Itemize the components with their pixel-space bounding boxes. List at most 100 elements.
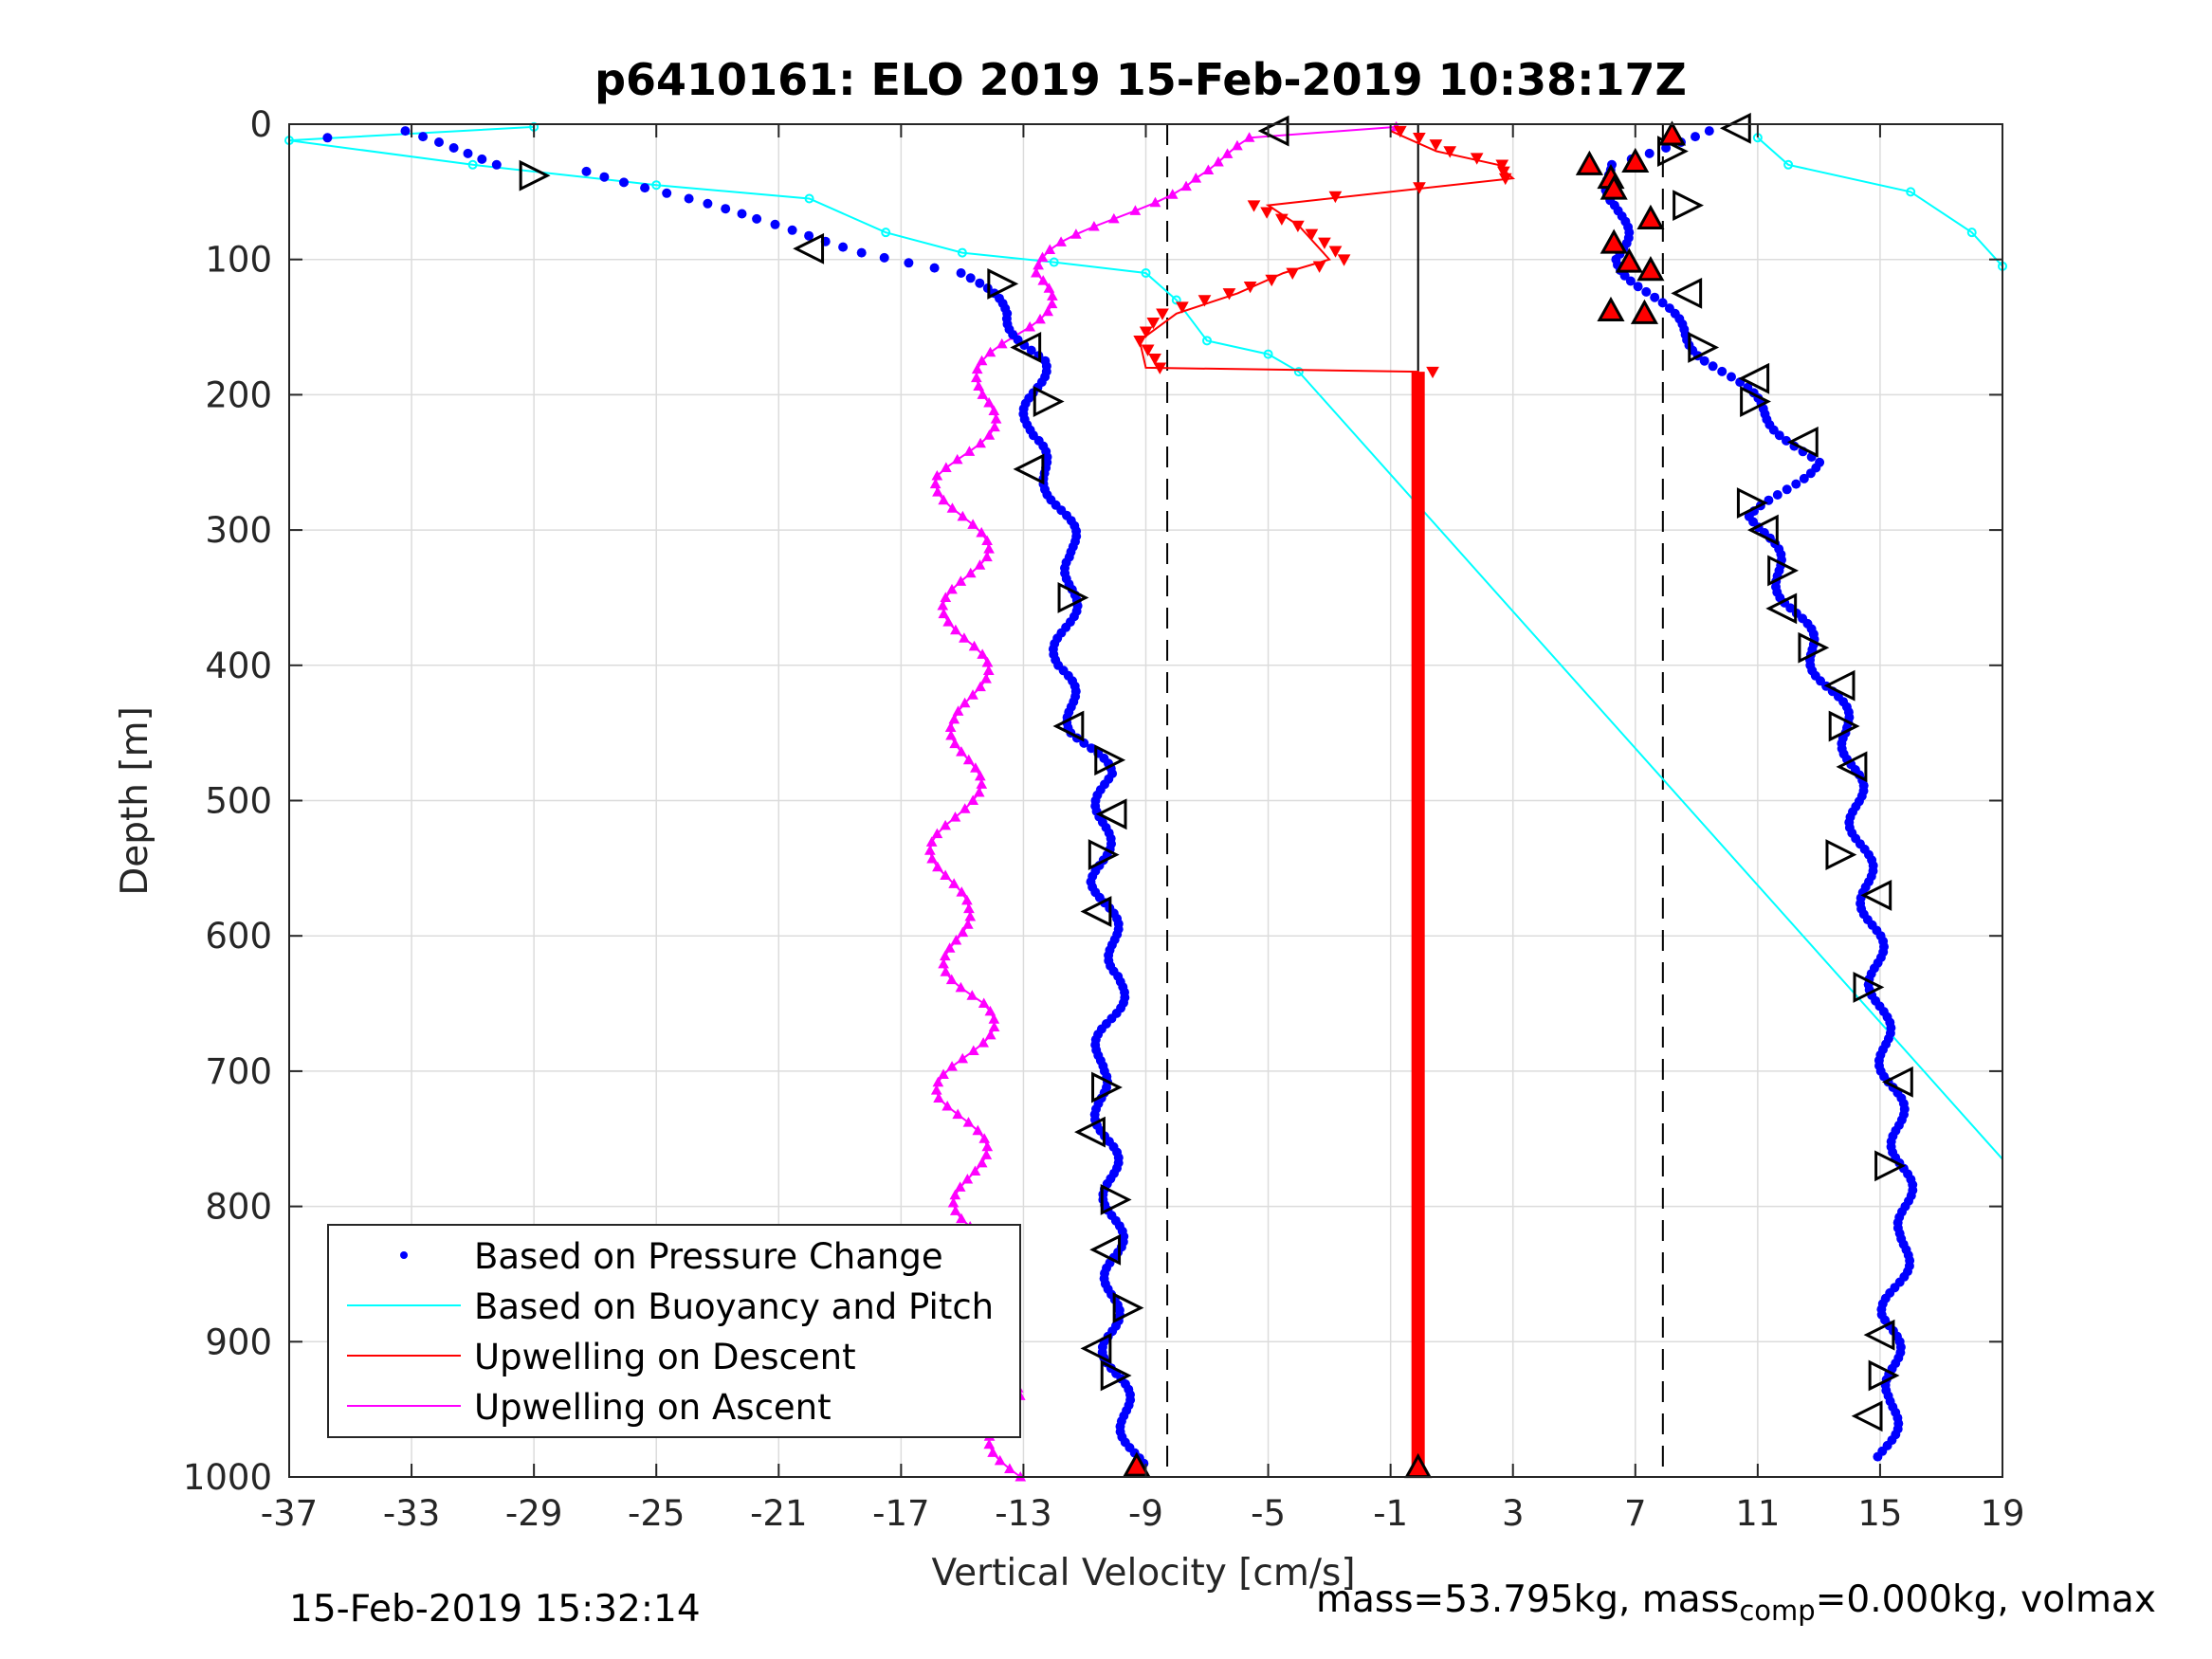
pressure-point	[965, 273, 976, 283]
upwelling-ascent-marker	[981, 1140, 994, 1152]
pressure-point	[1805, 468, 1816, 479]
upwelling-ascent-marker	[983, 543, 995, 554]
pitch-indicator-marker	[1786, 426, 1819, 458]
pitch-indicator-marker	[1080, 1333, 1112, 1364]
pitch-indicator-marker	[1074, 1116, 1106, 1148]
pitch-indicator-marker	[1798, 631, 1830, 664]
pressure-point	[929, 263, 940, 273]
upwelling-ascent-marker	[1037, 275, 1050, 285]
upwelling-descent-marker	[1318, 237, 1331, 249]
upwelling-ascent-marker	[940, 592, 952, 602]
upwelling-descent-marker	[1133, 336, 1146, 348]
upwelling-ascent-marker	[981, 656, 994, 667]
upwelling-ascent-marker	[945, 974, 958, 985]
upwelling-ascent-marker	[1166, 189, 1179, 199]
pressure-point	[1791, 479, 1801, 489]
upwelling-ascent-marker	[959, 803, 971, 813]
pitch-indicator-marker	[1052, 710, 1085, 742]
upwelling-ascent-marker	[1221, 148, 1234, 158]
pitch-indicator-marker	[1851, 1400, 1883, 1432]
pressure-point	[1774, 430, 1784, 441]
upwelling-ascent-marker	[940, 819, 951, 830]
legend-label-upwelling-descent: Upwelling on Descent	[474, 1337, 856, 1377]
pressure-point	[640, 183, 650, 193]
upwelling-descent-line	[1138, 130, 1516, 1477]
buoyancy-point	[804, 193, 814, 204]
surface-event-marker	[1636, 256, 1665, 282]
pressure-point	[477, 154, 487, 164]
upwelling-ascent-marker	[949, 738, 961, 749]
buoyancy-point	[651, 180, 662, 191]
pressure-point	[856, 247, 867, 258]
upwelling-ascent-marker	[996, 337, 1008, 349]
pitch-indicator-marker	[1688, 332, 1720, 363]
upwelling-ascent-marker	[1034, 313, 1046, 324]
upwelling-ascent-marker	[977, 389, 989, 399]
upwelling-ascent-marker	[925, 836, 938, 847]
upwelling-ascent-marker	[931, 469, 943, 481]
pressure-point	[662, 188, 672, 198]
pitch-indicator-marker	[1853, 971, 1885, 1003]
pitch-indicator-marker	[1100, 1184, 1132, 1215]
upwelling-descent-marker	[1265, 274, 1279, 287]
surface-event-marker	[1630, 299, 1659, 324]
upwelling-ascent-marker	[1202, 164, 1215, 175]
buoyancy-point	[1966, 228, 1977, 238]
upwelling-descent-marker	[1393, 125, 1407, 138]
upwelling-ascent-marker	[1129, 205, 1142, 215]
upwelling-descent-marker	[1443, 146, 1457, 158]
pressure-point	[1691, 132, 1700, 142]
upwelling-ascent-marker	[957, 510, 969, 521]
upwelling-ascent-marker	[994, 1454, 1006, 1466]
upwelling-ascent-marker	[943, 942, 956, 953]
y-tick-label: 400	[205, 646, 272, 686]
x-tick-label: 7	[1624, 1493, 1647, 1534]
upwelling-descent-marker	[1305, 228, 1319, 241]
upwelling-ascent-marker	[949, 1205, 961, 1215]
pitch-indicator-marker	[1112, 1292, 1144, 1324]
upwelling-ascent-marker	[974, 559, 986, 570]
upwelling-ascent-marker	[946, 1061, 958, 1071]
upwelling-ascent-marker	[938, 957, 949, 969]
pitch-indicator-marker	[1095, 798, 1127, 830]
x-tick-label: -17	[872, 1493, 929, 1534]
pitch-indicator-marker	[1765, 592, 1798, 625]
upwelling-ascent-marker	[1088, 221, 1100, 231]
pressure-point	[737, 209, 747, 219]
buoyancy-point	[1293, 367, 1304, 377]
upwelling-descent-marker	[1260, 207, 1273, 219]
data-marks	[284, 112, 2007, 1482]
upwelling-ascent-marker	[957, 926, 969, 938]
pressure-point	[879, 252, 889, 263]
pressure-point	[1717, 366, 1728, 376]
upwelling-ascent-marker	[980, 1149, 993, 1159]
pressure-point	[1013, 335, 1023, 345]
y-axis-ticks: 0 100 200 300 400 500 600 700 800 900 1000	[183, 104, 2002, 1498]
pitch-indicator-marker	[1091, 1071, 1123, 1103]
upwelling-ascent-marker	[976, 778, 988, 789]
upwelling-ascent-marker	[975, 681, 986, 692]
pitch-indicator-marker	[1057, 582, 1089, 613]
upwelling-ascent-marker	[978, 997, 990, 1009]
pitch-indicator-marker	[1094, 744, 1126, 776]
legend: Based on Pressure Change Based on Buoyan…	[327, 1224, 1021, 1438]
x-axis-ticks: -37 -33 -29 -25 -21 -17 -13 -9 -5 -1 3 7 11 15 19	[261, 124, 2025, 1534]
upwelling-ascent-marker	[1190, 173, 1202, 183]
upwelling-ascent-marker	[932, 486, 943, 497]
upwelling-descent-marker	[1291, 220, 1305, 233]
upwelling-ascent-marker	[938, 1068, 949, 1079]
upwelling-ascent-marker	[978, 1037, 990, 1048]
upwelling-ascent-marker	[983, 429, 996, 440]
upwelling-ascent-marker	[955, 575, 967, 586]
pitch-indicator-marker	[1013, 453, 1045, 485]
pressure-point	[1782, 484, 1792, 495]
upwelling-descent-marker	[1337, 254, 1351, 266]
upwelling-ascent-marker	[973, 786, 985, 797]
upwelling-descent-marker	[1176, 301, 1189, 314]
buoyancy-ascent-line	[1757, 137, 2003, 267]
upwelling-descent-column	[1411, 372, 1425, 1477]
upwelling-ascent-marker	[983, 1438, 996, 1449]
pressure-point	[1633, 282, 1643, 292]
upwelling-ascent-marker	[937, 599, 949, 611]
